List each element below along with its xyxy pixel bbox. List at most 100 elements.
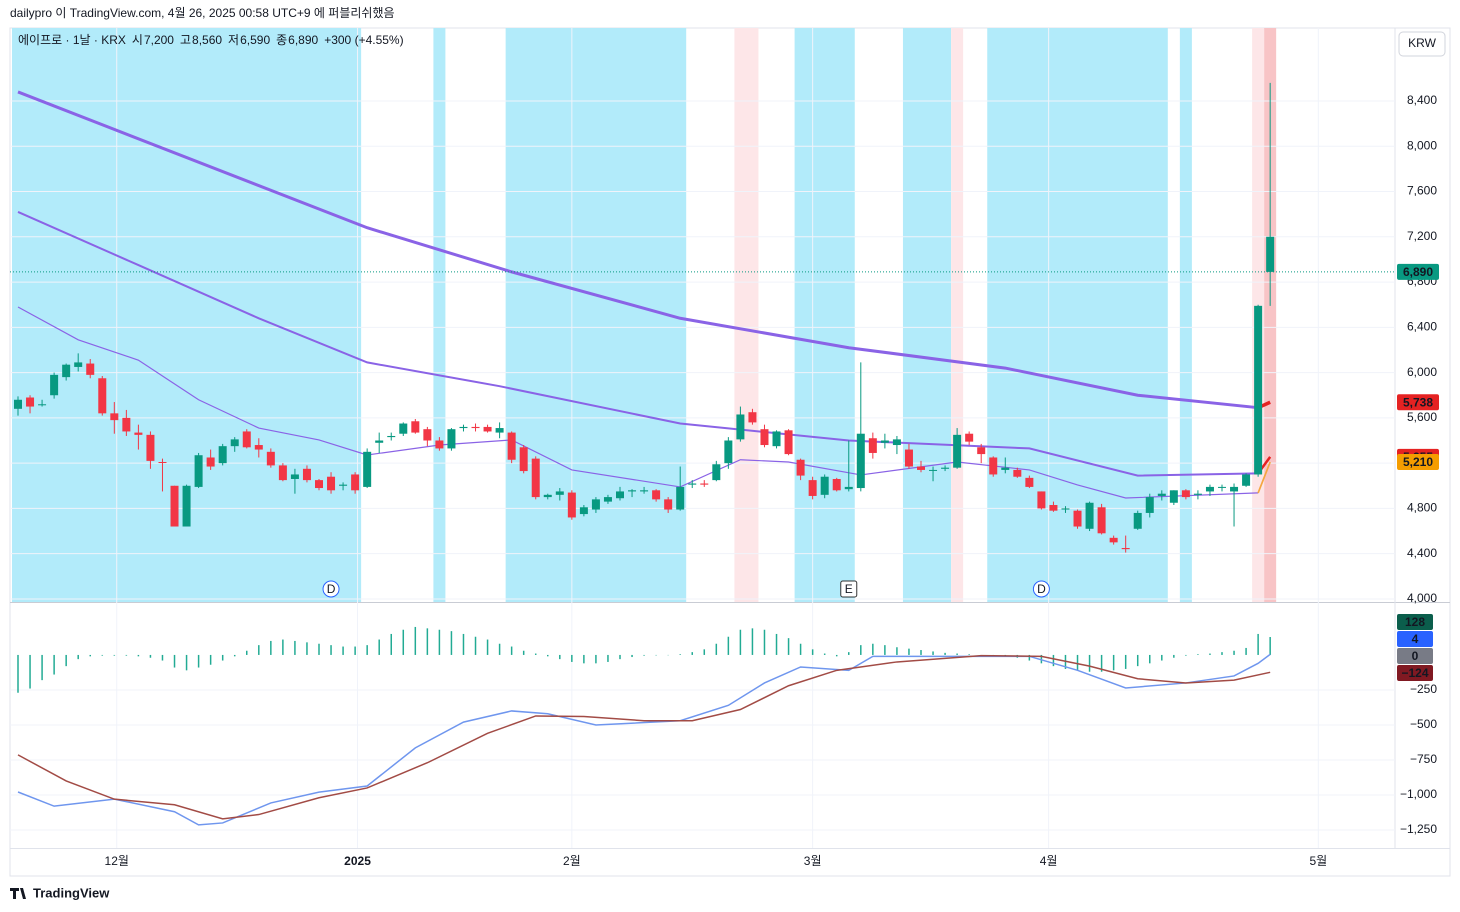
candle-body [351,474,360,491]
candle-body [1097,507,1106,534]
candle-body [1133,512,1142,529]
candle-body [1205,486,1214,492]
indicator-line [17,90,1259,410]
highlight-band [1264,28,1277,602]
candle-body [278,465,287,481]
candle-body [1001,467,1010,470]
y-tick-label: 4,800 [1407,501,1437,515]
candle-body [519,447,528,472]
highlight-band [734,28,759,602]
y-tick-label: −1,250 [1400,822,1437,836]
event-marker-circle [322,580,340,598]
x-tick-label: 2025 [344,854,371,868]
x-tick-label: 5월 [1309,854,1327,868]
candle-body [579,507,588,515]
candle-body [327,476,336,491]
candle-body [315,480,323,489]
x-tick-label: 4월 [1040,854,1058,868]
candle-body [254,445,263,450]
price-label-box [1397,394,1439,411]
candle-body [74,362,83,367]
candle-body [1145,497,1154,513]
candle-body [459,426,468,429]
candle-body [38,404,47,406]
candle-body [856,433,865,489]
candle-body [676,486,685,510]
candle-body [965,433,974,442]
event-marker: D [1032,580,1050,598]
candle-body [170,485,179,527]
candle-body [507,432,516,460]
candle-body [411,421,420,433]
symbol-legend: 에이프로 · 1날 · KRX [18,33,126,47]
candle-body [1266,236,1275,272]
candle-body [652,490,661,500]
brand-logo [10,888,26,899]
price-label-box [1397,263,1439,280]
x-tick-label: 2월 [563,854,581,868]
candle-body [917,466,925,470]
price-label: 5,738 [1403,395,1433,409]
value-label: 4 [1412,632,1419,646]
y-tick-label: 7,200 [1407,229,1437,243]
candle-body [868,438,877,453]
candle-body [266,451,275,466]
candle-body [1025,477,1034,487]
y-tick-label: 7,600 [1407,184,1437,198]
candle-body [844,486,853,490]
candle-body [1061,508,1070,510]
candle-body [603,497,612,502]
candle-body [748,412,757,423]
x-tick-label: 3월 [804,854,822,868]
candle-body [1157,493,1166,496]
indicator-line [17,653,1271,826]
price-label: 5,210 [1403,455,1433,469]
candle-body [62,364,71,378]
candle-body [1169,490,1178,503]
y-tick-label: 8,400 [1407,93,1437,107]
candle-body [1049,505,1058,511]
candle-body [904,449,913,467]
candle-body [700,483,709,485]
chart: 4,0004,4004,8005,2005,6006,0006,4006,800… [10,28,1450,868]
currency-button[interactable] [1398,31,1446,57]
y-tick-label: −250 [1410,682,1437,696]
candle-body [616,491,624,499]
candle-body [531,458,540,498]
candle-body [86,363,95,375]
candle-body [1073,510,1082,527]
event-marker-label: E [845,582,853,596]
candle-body [146,434,155,461]
candle-body [628,490,637,492]
candle-body [1254,305,1263,475]
candle-body [880,440,889,443]
candle-body [784,430,793,455]
legend-value: 7,200 [144,33,174,47]
candle-body [194,455,203,487]
y-tick-label: −750 [1410,752,1437,766]
candle-body [242,431,251,448]
brand: TradingView [33,885,110,900]
highlight-band [987,28,1168,602]
candle-body [1037,491,1046,509]
value-label: 0 [1412,649,1419,663]
legend: 에이프로 · 1날 · KRX 시 7,200 고 8,560 저 6,590 종 6,890 +… [18,33,404,47]
event-marker-box [840,580,858,598]
candle-body [664,499,673,510]
legend-key: 저 [228,33,239,47]
legend-value: 6,590 [240,33,270,47]
candle-body [953,434,962,468]
candle-body [808,480,817,496]
candle-body [495,428,504,433]
candle-body [929,469,938,471]
candle-body [567,492,576,518]
candle-body [1242,474,1251,486]
candle-body [230,439,239,447]
candle-body [339,484,348,486]
candle-body [796,459,805,476]
candle-body [14,399,22,409]
indicator-line-end [1257,461,1271,494]
candle-body [471,426,480,429]
candle-body [447,429,456,449]
legend-change: +300 (+4.55%) [324,33,403,47]
